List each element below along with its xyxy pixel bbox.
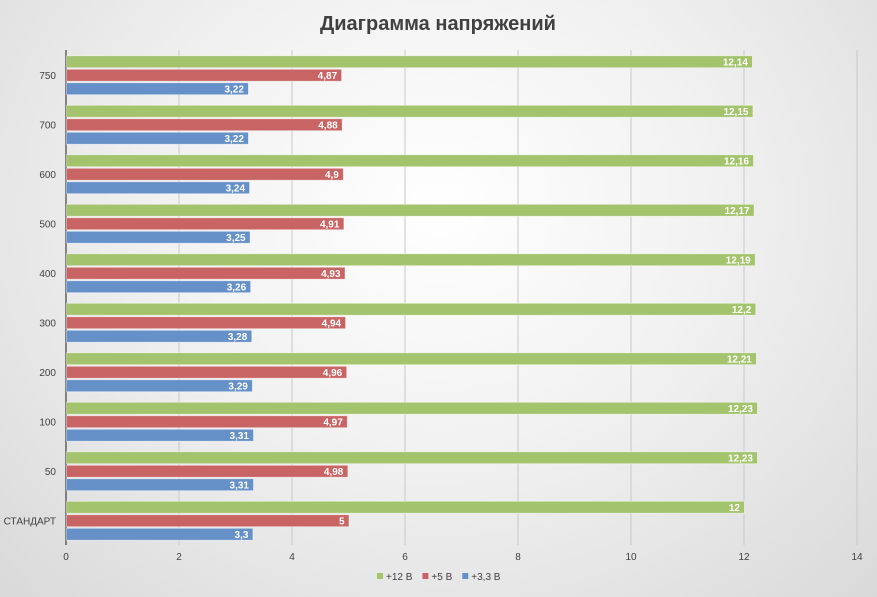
data-label: 3,22 <box>224 134 244 145</box>
bar <box>66 401 758 415</box>
bar <box>66 352 757 366</box>
bar <box>66 500 745 514</box>
y-tick-label: 200 <box>39 368 56 379</box>
y-tick-label: 700 <box>39 120 56 131</box>
data-label: 3,24 <box>226 183 246 194</box>
data-label: 12,17 <box>725 206 750 217</box>
bar <box>66 379 253 393</box>
bar <box>66 217 345 231</box>
legend-swatch <box>377 573 383 579</box>
legend-label: +5 В <box>431 572 452 583</box>
data-label: 12,2 <box>732 305 752 316</box>
bar <box>66 302 757 316</box>
x-tick-label: 0 <box>63 552 69 563</box>
bars: 3,3 5 12 3,31 4,98 12,23 3,31 4,97 12,23 3,29 4,96… <box>66 55 758 541</box>
bar <box>66 365 348 379</box>
data-label: 3,28 <box>228 332 248 343</box>
bar <box>66 464 349 478</box>
bar <box>66 82 249 96</box>
data-label: 12,21 <box>727 354 752 365</box>
x-tick-label: 12 <box>738 552 750 563</box>
x-tick-label: 8 <box>515 552 521 563</box>
y-axis: СТАНДАРТ 50 100 200 300 400 500 600 700 750 <box>4 71 57 528</box>
legend-swatch <box>422 573 429 579</box>
legend-label: +3,3 В <box>471 572 501 583</box>
bar <box>66 167 344 181</box>
data-label: 3,25 <box>226 233 246 244</box>
data-label: 12,14 <box>723 57 748 68</box>
data-label: 4,91 <box>320 219 340 230</box>
legend-label: +12 В <box>386 572 413 583</box>
y-tick-label: 600 <box>39 170 56 181</box>
bar <box>66 181 250 195</box>
data-label: 12,23 <box>728 453 753 464</box>
bar <box>66 316 347 330</box>
bar <box>66 451 758 465</box>
data-label: 4,87 <box>318 71 338 82</box>
bar <box>66 415 348 429</box>
legend-swatch <box>462 573 469 579</box>
data-label: 3,3 <box>235 530 249 541</box>
bar <box>66 329 253 343</box>
y-tick-label: 300 <box>39 318 56 329</box>
data-label: 5 <box>339 516 345 527</box>
x-axis: 0 2 4 6 8 10 12 14 <box>63 552 863 563</box>
x-tick-label: 6 <box>402 552 408 563</box>
legend-item: +12 В <box>377 572 413 583</box>
data-label: 3,31 <box>230 431 250 442</box>
y-tick-label: 750 <box>39 71 56 82</box>
bar <box>66 266 346 280</box>
x-tick-label: 14 <box>851 552 863 563</box>
data-label: 4,98 <box>324 467 344 478</box>
data-label: 12 <box>729 503 741 514</box>
bar <box>66 68 343 82</box>
data-label: 3,22 <box>224 84 244 95</box>
data-label: 3,29 <box>228 381 248 392</box>
bar <box>66 527 254 541</box>
bar <box>66 131 249 145</box>
bar <box>66 514 350 528</box>
data-label: 4,94 <box>322 318 342 329</box>
data-label: 12,23 <box>728 404 753 415</box>
y-tick-label: СТАНДАРТ <box>4 516 56 527</box>
data-label: 3,26 <box>227 282 247 293</box>
bar <box>66 104 754 118</box>
bar <box>66 428 254 442</box>
bar <box>66 280 252 294</box>
y-tick-label: 50 <box>45 467 57 478</box>
bar <box>66 478 254 492</box>
y-tick-label: 100 <box>39 417 56 428</box>
legend-item: +5 В <box>422 572 453 583</box>
legend: +12 В +5 В +3,3 В <box>377 572 501 583</box>
bar <box>66 55 753 69</box>
x-tick-label: 10 <box>625 552 637 563</box>
data-label: 4,9 <box>325 170 339 181</box>
bar <box>66 154 754 168</box>
bar <box>66 118 343 132</box>
data-label: 4,88 <box>318 120 338 131</box>
data-label: 4,96 <box>323 368 343 379</box>
data-label: 12,19 <box>726 255 751 266</box>
bar <box>66 203 755 217</box>
y-tick-label: 400 <box>39 269 56 280</box>
data-label: 12,16 <box>724 156 749 167</box>
chart-title: Диаграмма напряжений <box>320 13 556 35</box>
data-label: 4,97 <box>323 417 343 428</box>
bar <box>66 253 756 267</box>
y-tick-label: 500 <box>39 219 56 230</box>
legend-item: +3,3 В <box>462 572 501 583</box>
x-tick-label: 2 <box>176 552 182 563</box>
x-tick-label: 4 <box>289 552 295 563</box>
bar <box>66 230 251 244</box>
data-label: 12,15 <box>723 107 748 118</box>
data-label: 3,31 <box>230 480 250 491</box>
data-label: 4,93 <box>321 269 341 280</box>
